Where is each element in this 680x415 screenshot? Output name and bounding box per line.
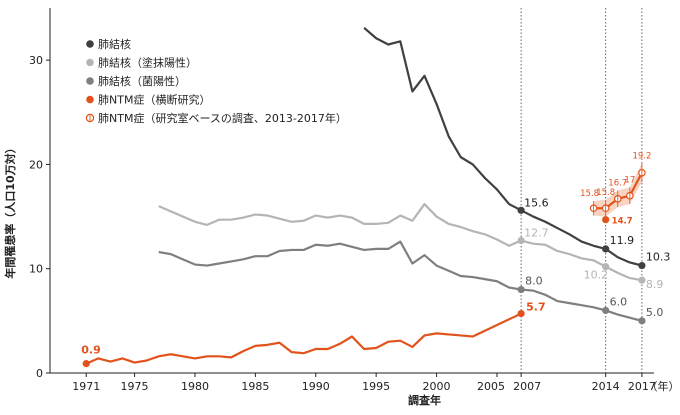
x-tick-label: 1985 bbox=[241, 380, 269, 393]
series-line bbox=[85, 312, 522, 365]
data-label: 8.0 bbox=[525, 275, 543, 288]
data-label: 5.0 bbox=[646, 306, 664, 319]
data-label: 11.9 bbox=[610, 234, 635, 247]
x-tick-label: 2014 bbox=[592, 380, 620, 393]
data-point bbox=[602, 216, 610, 224]
legend-item: 肺結核（塗抹陽性） bbox=[86, 56, 197, 70]
data-point bbox=[517, 309, 525, 318]
x-tick-label: 2005 bbox=[477, 380, 505, 393]
data-label: 6.0 bbox=[610, 295, 628, 308]
data-label: 15.8 bbox=[580, 189, 599, 199]
data-point bbox=[638, 276, 646, 284]
x-tick-label: 1980 bbox=[181, 380, 209, 393]
legend-label: 肺結核（菌陽性） bbox=[98, 74, 186, 88]
legend-label: 肺NTM症（研究室ベースの調査、2013-2017年） bbox=[98, 111, 347, 125]
legend-label: 肺結核 bbox=[98, 37, 131, 51]
data-label: 12.7 bbox=[524, 227, 549, 240]
data-point bbox=[82, 360, 90, 368]
legend-item: 肺結核 bbox=[86, 37, 131, 51]
chart-series bbox=[82, 26, 646, 368]
data-label: 17 bbox=[624, 175, 635, 185]
x-axis-unit: （年） bbox=[647, 379, 680, 393]
legend-item: 肺NTM症（横断研究） bbox=[86, 93, 210, 107]
y-tick-label: 0 bbox=[36, 367, 43, 380]
data-point bbox=[602, 263, 610, 271]
data-label: 15.6 bbox=[524, 196, 549, 209]
data-label: 14.7 bbox=[612, 217, 633, 227]
y-tick-label: 20 bbox=[29, 158, 43, 171]
legend-label: 肺NTM症（横断研究） bbox=[98, 93, 210, 107]
y-axis-title: 年間罹患率（人口10万対） bbox=[3, 142, 17, 278]
legend-marker bbox=[86, 58, 94, 67]
x-axis-title: 調査年 bbox=[408, 393, 441, 407]
data-point bbox=[517, 206, 525, 214]
y-tick-label: 10 bbox=[29, 263, 43, 276]
data-label: 19.2 bbox=[632, 151, 651, 161]
series-3 bbox=[82, 309, 525, 368]
data-label: 10.2 bbox=[584, 269, 609, 282]
reference-lines bbox=[520, 8, 643, 373]
data-label: 10.3 bbox=[646, 251, 671, 264]
x-tick-label: 2000 bbox=[423, 380, 451, 393]
data-labels: 15.6 11.9 10.3 12.7 10.2 8.9 8.0 6.0 5.0 0.9 5.7 15… bbox=[81, 151, 670, 356]
legend-item: 肺結核（菌陽性） bbox=[86, 74, 186, 88]
chart-axes: 0 10 20 30 1971 1975 1980 1985 1990 1995 2000 2005 2… bbox=[29, 8, 656, 393]
data-point bbox=[517, 285, 525, 294]
x-tick-label: 1975 bbox=[121, 380, 149, 393]
data-label: 0.9 bbox=[81, 344, 101, 357]
series-line bbox=[158, 240, 643, 322]
data-label: 15.8 bbox=[596, 188, 615, 198]
series-2 bbox=[158, 240, 646, 325]
data-point bbox=[602, 306, 610, 315]
legend-label: 肺結核（塗抹陽性） bbox=[98, 56, 197, 70]
x-tick-label: 1971 bbox=[72, 380, 100, 393]
data-label: 5.7 bbox=[526, 301, 546, 314]
series-line bbox=[363, 26, 643, 267]
legend-marker bbox=[86, 77, 94, 85]
data-point bbox=[517, 236, 525, 245]
series-0 bbox=[363, 26, 646, 270]
y-tick-label: 30 bbox=[29, 54, 43, 67]
series-line bbox=[158, 202, 643, 282]
data-point bbox=[638, 317, 646, 325]
legend-item: 肺NTM症（研究室ベースの調査、2013-2017年） bbox=[85, 111, 347, 125]
data-label: 16.7 bbox=[608, 179, 627, 189]
series-4 bbox=[589, 163, 646, 224]
x-tick-label: 1990 bbox=[302, 380, 330, 393]
series-1 bbox=[158, 202, 646, 284]
data-point bbox=[602, 245, 610, 253]
legend-marker bbox=[86, 95, 94, 104]
x-tick-label: 2007 bbox=[513, 380, 541, 393]
x-tick-label: 2017 bbox=[628, 380, 656, 393]
x-tick-label: 1995 bbox=[362, 380, 390, 393]
data-point bbox=[638, 261, 646, 270]
data-label: 8.9 bbox=[646, 278, 664, 291]
legend-marker bbox=[86, 40, 94, 48]
